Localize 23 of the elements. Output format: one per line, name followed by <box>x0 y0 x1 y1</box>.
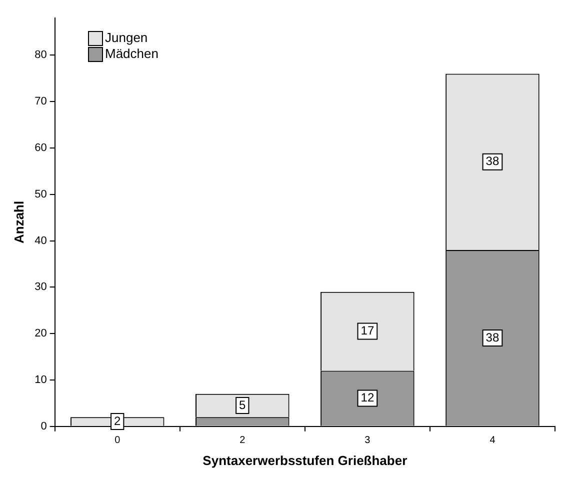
y-axis-title: Anzahl <box>11 200 26 244</box>
legend-label: Mädchen <box>105 46 158 62</box>
data-label: 5 <box>239 398 246 412</box>
y-tick-label: 10 <box>34 374 47 386</box>
x-axis-title: Syntaxerwerbsstufen Grießhaber <box>202 452 408 468</box>
y-tick-label: 80 <box>34 49 47 62</box>
data-label: 12 <box>360 390 374 405</box>
legend-label: Jungen <box>105 30 148 46</box>
y-tick-label: 20 <box>34 328 47 340</box>
y-tick-label: 0 <box>40 420 47 432</box>
x-tick-label: 3 <box>364 435 371 446</box>
data-label: 17 <box>360 324 374 338</box>
data-label: 38 <box>486 330 500 344</box>
data-label: 38 <box>486 154 500 168</box>
x-tick-label: 4 <box>490 435 496 446</box>
y-tick-label: 70 <box>34 96 47 108</box>
x-tick-label: 2 <box>240 435 246 446</box>
y-tick-label: 60 <box>34 142 47 154</box>
y-tick-label: 30 <box>34 281 47 294</box>
x-tick-label: 0 <box>114 435 121 446</box>
data-label: 2 <box>114 414 122 428</box>
y-tick-label: 40 <box>34 234 47 247</box>
y-tick-label: 50 <box>34 188 47 200</box>
